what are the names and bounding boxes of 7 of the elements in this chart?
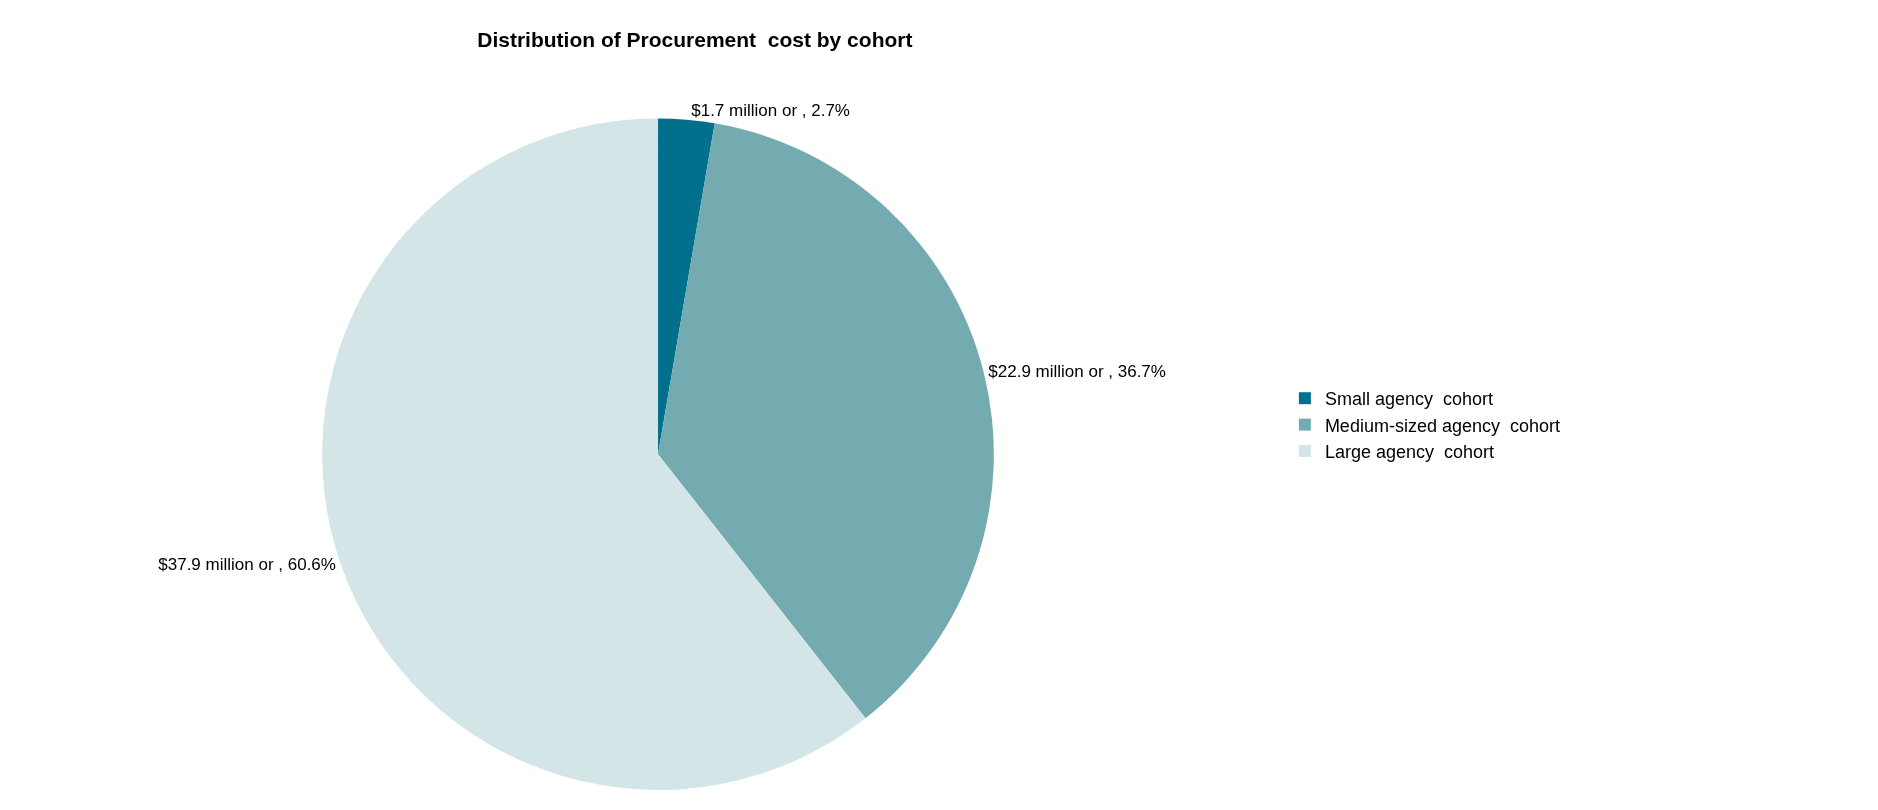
chart-title: Distribution of Procurement cost by cohort	[477, 28, 913, 52]
data-label: $1.7 million or , 2.7%	[691, 100, 850, 120]
legend-label: Medium-sized agency cohort	[1324, 415, 1560, 436]
data-label: $37.9 million or , 60.6%	[158, 555, 336, 575]
legend-label: Small agency cohort	[1324, 389, 1493, 410]
legend-label: Large agency cohort	[1324, 442, 1495, 463]
data-label: $22.9 million or , 36.7%	[988, 361, 1166, 381]
